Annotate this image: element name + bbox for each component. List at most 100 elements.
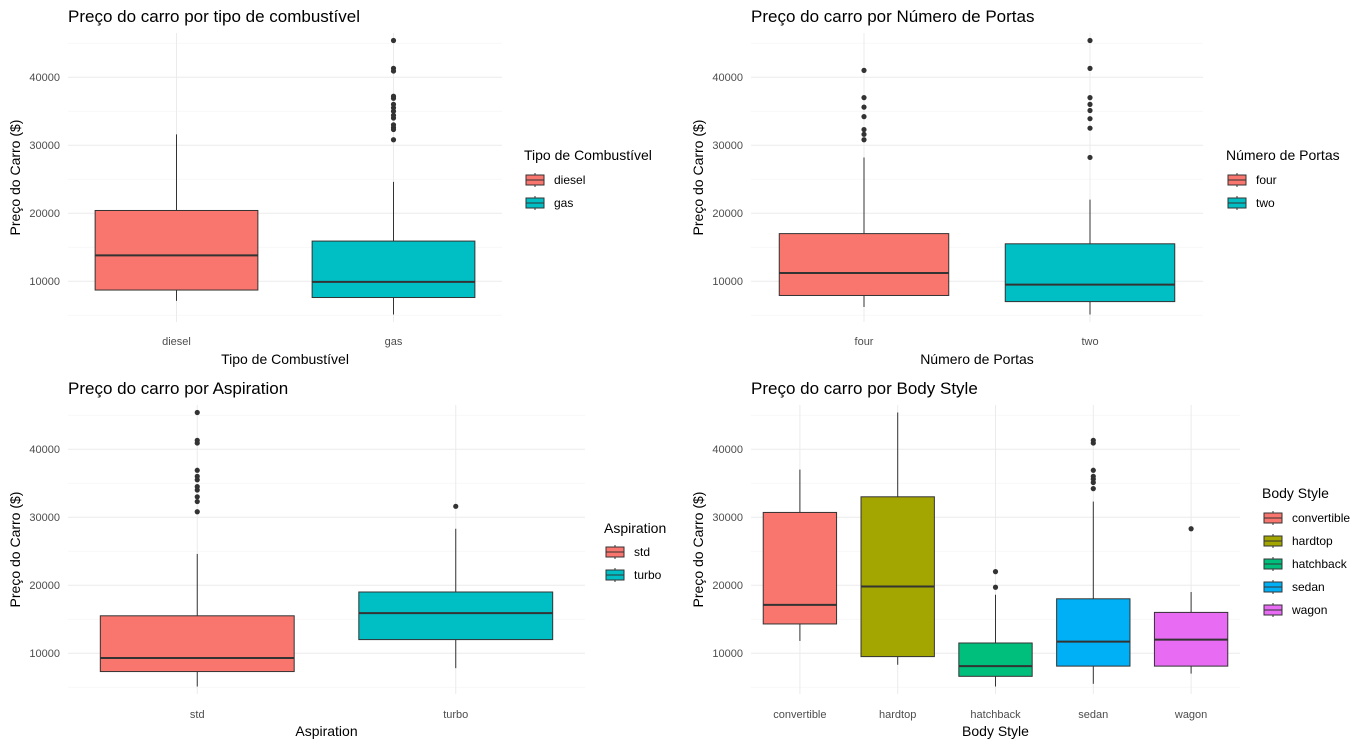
chart-title: Preço do carro por Aspiration <box>68 379 288 398</box>
x-tick-label: wagon <box>1174 709 1207 721</box>
y-axis-title: Preço do Carro ($) <box>690 120 706 236</box>
x-tick-label: two <box>1081 336 1098 348</box>
outlier-point <box>861 67 867 73</box>
y-tick-label: 40000 <box>712 444 743 456</box>
legend-label: wagon <box>1291 603 1327 617</box>
legend: Body Style convertible hardtop hatchback sed… <box>1262 485 1350 617</box>
outlier-point <box>1090 486 1096 492</box>
box-four <box>778 67 950 308</box>
outlier-point <box>861 126 867 133</box>
legend: Aspiration std turbo <box>604 520 666 582</box>
outlier-point <box>1090 437 1096 443</box>
box-hatchback <box>958 569 1033 687</box>
box-sedan <box>1056 437 1131 684</box>
box-two <box>1004 37 1176 315</box>
outlier-point <box>1090 473 1096 479</box>
legend-label: diesel <box>554 173 585 187</box>
chart-title: Preço do carro por tipo de combustível <box>68 7 360 26</box>
box-body <box>958 642 1033 677</box>
chart-panel-1: 10000 20000 30000 40000 four two Preço do carr… <box>690 7 1340 367</box>
x-tick-label: convertible <box>773 709 826 721</box>
legend: Número de Portas four two <box>1226 147 1340 210</box>
box-std <box>99 409 295 687</box>
outlier-point <box>861 137 867 143</box>
outlier-point <box>194 509 200 515</box>
legend-label: four <box>1256 173 1277 187</box>
chart-panel-3: 10000 20000 30000 40000 convertible hardtop ha… <box>690 379 1350 739</box>
y-tick-label: 40000 <box>29 444 60 456</box>
legend-label: two <box>1256 196 1275 210</box>
outlier-point <box>861 95 867 101</box>
y-tick-label: 10000 <box>712 648 743 660</box>
x-tick-label: hardtop <box>879 709 916 721</box>
chart-title: Preço do carro por Body Style <box>751 379 978 398</box>
y-tick-label: 30000 <box>712 512 743 524</box>
x-tick-label: std <box>190 709 205 721</box>
box-body <box>311 240 476 299</box>
box-hardtop <box>860 412 935 665</box>
outlier-point <box>1087 101 1093 107</box>
box-wagon <box>1153 526 1229 674</box>
outlier-point <box>1087 154 1093 161</box>
box-body <box>358 591 554 641</box>
box-convertible <box>762 469 838 641</box>
outlier-point <box>861 104 867 110</box>
outlier-point <box>453 503 459 509</box>
outlier-point <box>194 498 200 505</box>
legend-label: convertible <box>1292 511 1350 525</box>
chart-panel-2: 10000 20000 30000 40000 std turbo Preço do car… <box>7 379 666 739</box>
legend-title: Body Style <box>1262 485 1329 501</box>
box-body <box>1056 598 1131 667</box>
y-tick-label: 40000 <box>712 72 743 84</box>
x-tick-label: gas <box>385 336 403 348</box>
outlier-point <box>1087 116 1093 122</box>
outlier-point <box>194 484 200 490</box>
x-tick-label: four <box>855 336 874 348</box>
x-axis-title: Aspiration <box>295 723 357 739</box>
legend-title: Aspiration <box>604 520 666 536</box>
outlier-point <box>390 137 397 143</box>
outlier-point <box>1087 95 1093 101</box>
outlier-point <box>1087 107 1093 114</box>
x-axis-title: Tipo de Combustível <box>221 351 349 367</box>
y-tick-label: 10000 <box>712 276 743 288</box>
box-body <box>99 615 295 673</box>
outlier-point <box>390 112 397 118</box>
outlier-point <box>194 494 200 500</box>
legend: Tipo de Combustível diesel gas <box>524 147 652 210</box>
legend-label: hardtop <box>1292 534 1333 548</box>
y-axis-title: Preço do Carro ($) <box>7 120 23 236</box>
y-tick-label: 20000 <box>29 208 60 220</box>
y-tick-label: 30000 <box>712 140 743 152</box>
legend-label: hatchback <box>1292 557 1348 571</box>
y-tick-label: 30000 <box>29 140 60 152</box>
box-gas <box>311 37 476 315</box>
legend-label: turbo <box>634 568 662 582</box>
box-body <box>1004 243 1176 303</box>
y-tick-label: 30000 <box>29 512 60 524</box>
outlier-point <box>390 101 397 107</box>
box-body <box>94 209 259 291</box>
outlier-point <box>194 467 200 473</box>
x-tick-label: sedan <box>1078 709 1108 721</box>
legend-label: std <box>634 545 650 559</box>
outlier-point <box>390 93 397 99</box>
box-diesel <box>94 134 259 301</box>
outlier-point <box>861 131 867 137</box>
outlier-point <box>1188 526 1194 532</box>
box-body <box>762 511 838 625</box>
x-tick-label: diesel <box>162 336 191 348</box>
y-axis-title: Preço do Carro ($) <box>7 492 23 608</box>
y-tick-label: 10000 <box>29 276 60 288</box>
outlier-point <box>390 37 397 44</box>
outlier-point <box>1087 65 1093 71</box>
outlier-point <box>194 473 200 479</box>
outlier-point <box>1087 125 1093 131</box>
legend-title: Tipo de Combustível <box>524 147 652 163</box>
outlier-point <box>1090 467 1096 473</box>
y-tick-label: 10000 <box>29 648 60 660</box>
box-turbo <box>358 503 554 669</box>
y-tick-label: 20000 <box>712 208 743 220</box>
x-axis-title: Body Style <box>962 723 1029 739</box>
x-tick-label: hatchback <box>970 709 1021 721</box>
